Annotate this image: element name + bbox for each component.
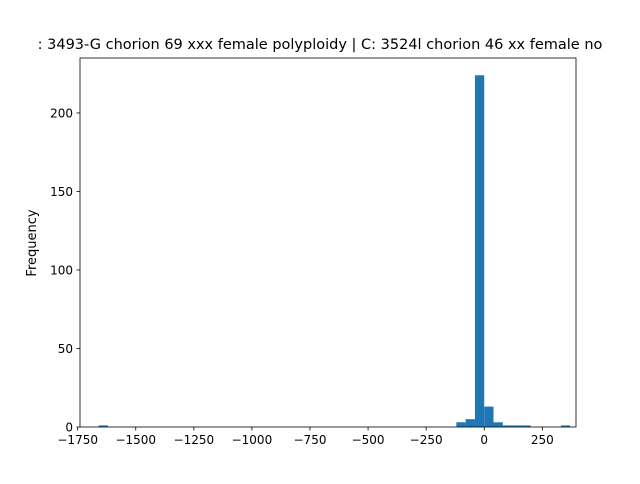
chart-title: : 3493-G chorion 69 xxx female polyploid… <box>38 37 603 53</box>
histogram-bar <box>512 425 522 427</box>
histogram-bar <box>502 425 513 427</box>
bars-layer <box>98 75 571 427</box>
x-tick-label: −1000 <box>232 433 273 447</box>
histogram-bar <box>98 425 108 427</box>
x-tick-label: 0 <box>480 433 488 447</box>
x-tick-label: 250 <box>531 433 554 447</box>
histogram-bar <box>521 425 531 427</box>
axes-layer: −1750 −1500 −1250 −1000 −750 −500 −250 0 250 0 50 1… <box>50 57 577 447</box>
x-tick-label: −250 <box>410 433 443 447</box>
y-tick-label: 150 <box>50 185 73 199</box>
histogram-bar <box>456 422 466 427</box>
histogram-bar <box>484 406 494 427</box>
y-tick-label: 100 <box>50 263 73 277</box>
plot-frame <box>79 57 577 428</box>
y-axis-label: Frequency <box>25 209 40 276</box>
y-tick-label: 0 <box>65 421 73 435</box>
x-tick-label: −500 <box>352 433 385 447</box>
x-tick-label: −1750 <box>57 433 98 447</box>
histogram-bar <box>493 422 503 427</box>
x-tick-label: −1500 <box>115 433 156 447</box>
histogram-bar <box>465 419 475 427</box>
histogram-bar <box>560 425 571 427</box>
histogram-bar <box>474 75 485 427</box>
x-tick-label: −1250 <box>174 433 215 447</box>
y-tick-label: 200 <box>50 106 73 120</box>
x-tick-label: −750 <box>294 433 327 447</box>
y-tick-label: 50 <box>58 342 73 356</box>
